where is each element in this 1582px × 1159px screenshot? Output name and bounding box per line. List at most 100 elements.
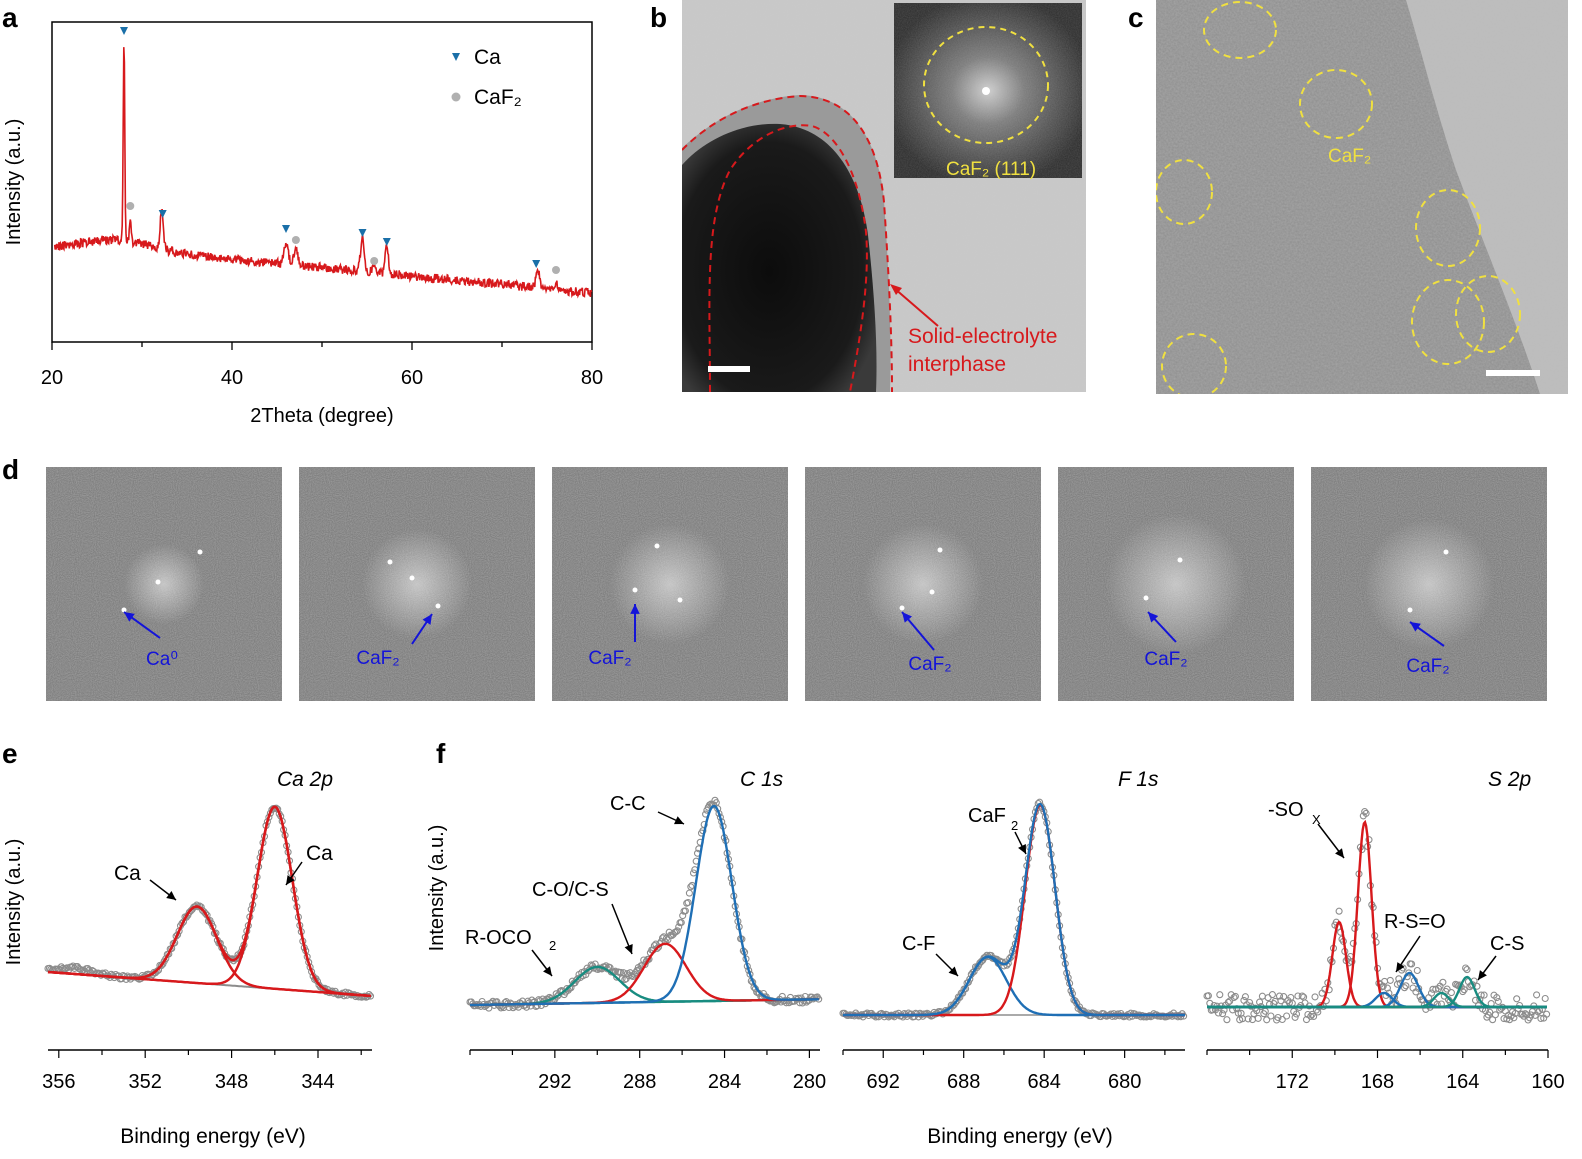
fft-tile: CaF₂ bbox=[1311, 467, 1547, 701]
fft-phase-label: CaF₂ bbox=[1144, 649, 1187, 670]
xps-f-y-axis-label: Intensity (a.u.) bbox=[426, 825, 448, 952]
fft-arrow-icon bbox=[902, 612, 913, 623]
ca-peak-marker bbox=[158, 210, 167, 218]
c1s-data-point bbox=[654, 943, 663, 951]
fft-arrow-icon bbox=[630, 604, 640, 614]
f1s-x-tick-label: 680 bbox=[1108, 1071, 1141, 1093]
xrd-peak-markers bbox=[120, 27, 560, 274]
s2p-data-point bbox=[1447, 989, 1455, 997]
fft-tile: Ca⁰ bbox=[46, 467, 282, 701]
f1s-x-tick-label: 688 bbox=[947, 1071, 980, 1093]
xrd-chart: 20 40 60 80 2Theta (degree) Intensity (a.u.… bbox=[3, 21, 603, 427]
s2p-data-point bbox=[1275, 992, 1284, 1000]
legend-caf2-label: CaF₂ bbox=[474, 86, 522, 109]
fft-arrow-icon bbox=[1410, 622, 1421, 632]
xps-e-x-axis-label: Binding energy (eV) bbox=[120, 1125, 306, 1148]
f1s-data-point bbox=[966, 975, 974, 983]
s2p-data-point bbox=[1349, 939, 1357, 947]
panel-letter-c: c bbox=[1128, 2, 1144, 33]
scale-bar bbox=[708, 366, 750, 372]
sei-label-line2: interphase bbox=[908, 353, 1006, 376]
fft-phase-label: Ca⁰ bbox=[146, 649, 178, 670]
c1s-data-point bbox=[645, 955, 653, 963]
c1s-data-point bbox=[619, 969, 628, 977]
s2p-data-point bbox=[1214, 1009, 1222, 1017]
ca2p-data-point bbox=[193, 901, 201, 909]
s2p-data-point bbox=[1234, 1009, 1242, 1017]
diffraction-spot bbox=[654, 543, 660, 549]
xrd-x-tick-label: 60 bbox=[401, 367, 423, 389]
s2p-data-point bbox=[1204, 992, 1212, 1000]
s2p-data-point bbox=[1506, 1016, 1514, 1024]
c1s-peak-cc bbox=[470, 804, 819, 1007]
s2p-data-point bbox=[1335, 907, 1343, 915]
legend-caf2-circle-icon bbox=[451, 92, 461, 102]
diffraction-spot bbox=[387, 559, 393, 565]
f1s-label-caf2: CaF bbox=[968, 805, 1006, 827]
f1s-x-tick-label: 692 bbox=[867, 1071, 900, 1093]
xps-c1s-chart: 280 284 288 292 C 1s C-C C-O/C-S R-OCO 2 bbox=[465, 768, 826, 1093]
s2p-peak-sox bbox=[1207, 819, 1547, 1009]
panel-letter-a: a bbox=[2, 2, 18, 33]
xrd-x-ticks: 20 40 60 80 bbox=[41, 342, 603, 389]
s2p-data-point bbox=[1219, 1010, 1227, 1018]
s2p-data-point bbox=[1513, 995, 1521, 1003]
diffraction-spot bbox=[155, 579, 161, 585]
c1s-data-point bbox=[687, 883, 695, 891]
panel-letter-b: b bbox=[650, 2, 668, 33]
xps-ca2p-chart: 344 348 352 356 Ca 2p Ca Ca bbox=[42, 768, 375, 1093]
s2p-data-point bbox=[1258, 992, 1266, 1000]
s2p-x-tick-label: 164 bbox=[1446, 1071, 1479, 1093]
ca2p-title: Ca 2p bbox=[277, 768, 333, 791]
fft-tile: CaF₂ bbox=[1058, 467, 1294, 701]
annotation-arrow-icon bbox=[166, 891, 176, 900]
s2p-data-point bbox=[1486, 1008, 1494, 1016]
s2p-data-point bbox=[1314, 1008, 1322, 1016]
c1s-data-point bbox=[685, 889, 693, 897]
fft-phase-label: CaF₂ bbox=[356, 648, 399, 669]
caf2-111-ring bbox=[923, 26, 1049, 144]
caf2-peak-marker bbox=[291, 236, 300, 244]
s2p-data-point bbox=[1307, 1012, 1315, 1020]
diffraction-spot bbox=[929, 589, 935, 595]
ca2p-peak-label: Ca bbox=[114, 862, 141, 885]
xrd-x-tick-label: 80 bbox=[581, 367, 603, 389]
annotation-arrow-icon bbox=[674, 816, 684, 825]
s2p-data-point bbox=[1241, 993, 1249, 1001]
legend-ca-label: Ca bbox=[474, 46, 501, 69]
s2p-data-point bbox=[1268, 991, 1276, 999]
ca-peak-marker bbox=[532, 260, 541, 268]
s2p-data-point bbox=[1533, 991, 1541, 999]
annotation-arrow-icon bbox=[1478, 970, 1487, 980]
fft-arrow-icon bbox=[1148, 612, 1159, 623]
s2p-label-cs: C-S bbox=[1490, 933, 1524, 955]
diffraction-spot bbox=[121, 607, 127, 613]
f1s-x-tick-label: 684 bbox=[1027, 1071, 1060, 1093]
c1s-data-point bbox=[673, 927, 681, 935]
s2p-data-point bbox=[1379, 982, 1387, 990]
ca2p-x-tick-label: 348 bbox=[215, 1071, 248, 1093]
s2p-data-point bbox=[1230, 993, 1238, 1002]
particle-outline bbox=[708, 124, 868, 392]
s2p-data-point bbox=[1292, 1010, 1301, 1018]
diffraction-spot bbox=[632, 587, 638, 593]
c1s-data-point bbox=[496, 1002, 504, 1010]
s2p-data-point bbox=[1240, 996, 1248, 1004]
xps-f1s-chart: 680 684 688 692 F 1s CaF 2 C-F bbox=[839, 768, 1188, 1093]
xps-s2p-chart: 160 164 168 172 S 2p -SO X R-S=O C-S bbox=[1203, 768, 1565, 1093]
s2p-data-point bbox=[1246, 998, 1254, 1007]
fft-phase-label: CaF₂ bbox=[588, 648, 631, 669]
annotation-arrow-icon bbox=[543, 966, 552, 976]
s2p-data-point bbox=[1537, 1014, 1545, 1023]
s2p-data-point bbox=[1510, 1014, 1518, 1022]
s2p-data-point bbox=[1427, 989, 1436, 997]
s2p-data-point bbox=[1383, 984, 1391, 992]
c1s-label-co: C-O/C-S bbox=[532, 879, 609, 901]
ca2p-peak-2p3 bbox=[47, 805, 372, 998]
s2p-data-point bbox=[1543, 1010, 1551, 1018]
s2p-data-point bbox=[1223, 1016, 1231, 1024]
hrtem-scale-bar bbox=[1486, 370, 1540, 376]
s2p-data-point bbox=[1311, 993, 1319, 1001]
s2p-data-point bbox=[1361, 808, 1369, 816]
s2p-data-point bbox=[1298, 992, 1306, 1000]
